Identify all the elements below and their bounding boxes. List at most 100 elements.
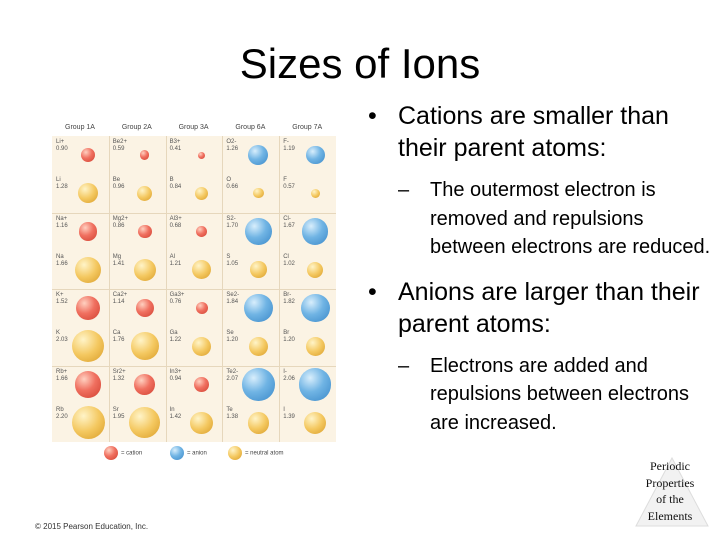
ion-cell: Te 1.38 (222, 404, 278, 441)
ion-cell: Li+ 0.90 (52, 136, 108, 173)
ion-cell: S 1.05 (222, 251, 278, 288)
cation-sphere (195, 302, 208, 314)
ion-symbol: S (226, 253, 231, 260)
ion-radius: 1.66 (56, 260, 68, 267)
ion-cell: K 2.03 (52, 327, 108, 364)
ion-radius: 0.76 (169, 299, 182, 305)
ion-symbol: Ga (169, 330, 178, 337)
ion-radius: 1.20 (226, 337, 239, 344)
ion-label: Rb+ 1.66 (56, 369, 68, 383)
ion-symbol: I (283, 406, 285, 413)
ion-radius: 1.41 (112, 260, 125, 267)
ion-symbol: Br (283, 330, 290, 337)
neutral-sphere (71, 406, 105, 440)
anion-sphere (305, 145, 325, 165)
ion-label: Sr2+ 1.32 (113, 369, 126, 383)
ion-symbol: Rb (56, 406, 64, 413)
ion-symbol: Na (56, 253, 64, 260)
ion-label: Na+ 1.16 (56, 216, 68, 230)
ion-cell: K+ 1.52 (52, 289, 108, 326)
neutral-sphere (253, 188, 264, 199)
ion-cell: Mg 1.41 (109, 251, 165, 288)
ion-radius: 1.76 (112, 337, 125, 344)
neutral-sphere (304, 411, 327, 434)
ion-label: Ca 1.76 (113, 330, 125, 344)
ion-cell: In3+ 0.94 (166, 366, 222, 403)
ion-label: Mg 1.41 (113, 254, 125, 268)
ion-label: Se2- 1.84 (226, 292, 239, 306)
ion-radius: 0.57 (283, 184, 295, 191)
ion-symbol: K (56, 330, 61, 337)
ion-cell: Te2- 2.07 (222, 366, 278, 403)
ion-radius: 0.68 (169, 222, 182, 229)
ion-label: Br- 1.82 (283, 292, 295, 306)
group-header: Group 3A (178, 124, 209, 131)
ion-radius: 1.21 (169, 260, 182, 267)
ion-cell: I- 2.06 (279, 366, 335, 403)
ion-radius: 1.70 (226, 222, 239, 229)
ion-label: Mg2+ 0.86 (113, 216, 128, 230)
ion-symbol: B (169, 177, 174, 184)
legend-item-neutral: = neutral atom (228, 446, 284, 460)
triangle-logo-icon (635, 456, 709, 527)
neutral-sphere (305, 336, 325, 356)
neutral-sphere (77, 183, 99, 204)
ion-symbol: Se2- (226, 292, 240, 298)
ion-radius: 1.42 (169, 413, 182, 420)
ion-cell: In 1.42 (166, 404, 222, 441)
group-header: Group 6A (235, 124, 266, 131)
neutral-sphere (307, 261, 324, 278)
ion-symbol: Sr (112, 406, 119, 413)
cation-sphere (134, 374, 156, 395)
sub-bullet-anions: – Electrons are added and repulsions betw… (398, 354, 690, 434)
ion-radius: 1.67 (283, 222, 295, 229)
bullet-anions: • Anions are larger than their parent ato… (368, 277, 700, 338)
ion-cell: I 1.39 (279, 404, 335, 441)
ion-label: Be 0.96 (113, 177, 125, 191)
neutral-sphere (248, 336, 268, 356)
ion-radius: 1.19 (283, 146, 295, 152)
group-header: Group 7A (292, 124, 323, 131)
ion-cell: Cl- 1.67 (279, 213, 335, 250)
ion-label: B 0.84 (170, 177, 182, 191)
row-divider (52, 212, 336, 214)
cation-sphere (194, 377, 209, 392)
ion-label: Li 1.28 (56, 177, 68, 191)
logo-line-4: Elements (647, 508, 693, 523)
ion-radius: 1.16 (56, 222, 68, 229)
ion-cell: Ga 1.22 (166, 327, 222, 364)
logo-text: Periodic Properties of the Elements (632, 458, 708, 524)
ion-radius: 1.28 (56, 184, 68, 191)
chapter-logo: Periodic Properties of the Elements (632, 456, 712, 528)
ion-symbol: Al (169, 253, 175, 260)
ion-label: In 1.42 (170, 407, 182, 421)
ion-label: Ga 1.22 (170, 330, 182, 344)
neutral-sphere (133, 258, 156, 281)
ion-symbol: S2- (226, 215, 236, 222)
ion-symbol: Mg2+ (112, 215, 128, 222)
cation-sphere (76, 296, 100, 320)
ion-symbol: B3+ (169, 139, 181, 145)
group-header: Group 1A (65, 124, 95, 131)
anion-sphere (302, 218, 329, 245)
ion-label: F 0.57 (283, 177, 295, 191)
ion-cell: Ca2+ 1.14 (109, 289, 165, 326)
cation-sphere (138, 224, 152, 239)
ion-radius: 2.06 (283, 375, 295, 382)
anion-sphere (245, 218, 272, 245)
ion-symbol: In (169, 406, 175, 413)
ion-radius: 1.22 (169, 337, 182, 344)
ion-label: Te 1.38 (226, 407, 238, 421)
ion-label: Te2- 2.07 (226, 369, 238, 383)
ion-radius: 0.94 (169, 375, 182, 382)
ion-label: Se 1.20 (226, 330, 238, 344)
ion-label: I 1.39 (283, 407, 295, 421)
ion-label: Cl 1.02 (283, 254, 295, 268)
ion-cell: Ca 1.76 (109, 327, 165, 364)
ion-radius: 0.90 (56, 146, 68, 152)
ion-symbol: Li (56, 177, 61, 184)
ion-radius: 2.03 (56, 337, 68, 344)
neutral-sphere (192, 260, 212, 280)
ion-symbol: Mg (112, 253, 122, 260)
anion-sphere (248, 145, 269, 165)
